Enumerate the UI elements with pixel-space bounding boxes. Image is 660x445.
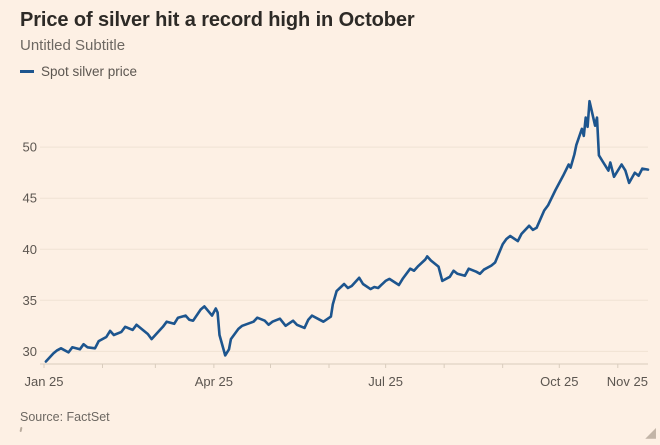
x-tick-label: Jan 25	[24, 374, 63, 389]
chart-subtitle: Untitled Subtitle	[20, 37, 126, 54]
legend-label: Spot silver price	[41, 64, 138, 79]
x-tick-label: Apr 25	[195, 374, 233, 389]
price-line	[44, 99, 650, 363]
legend-line-swatch	[20, 70, 34, 73]
x-tick-label: Jul 25	[368, 374, 403, 389]
legend: Spot silver price	[20, 64, 137, 79]
source-note: Source: FactSet	[20, 410, 110, 424]
y-tick-label: 40	[23, 242, 37, 257]
x-tick-label: Nov 25	[607, 374, 648, 389]
y-tick-label: 35	[23, 293, 37, 308]
y-tick-label: 50	[23, 140, 37, 155]
y-tick-label: 45	[23, 191, 37, 206]
chart-title: Price of silver hit a record high in Oct…	[20, 9, 415, 31]
resize-handle-icon[interactable]: ◢	[645, 424, 656, 440]
x-tick-label: Oct 25	[540, 374, 578, 389]
y-tick-label: 30	[23, 344, 37, 359]
